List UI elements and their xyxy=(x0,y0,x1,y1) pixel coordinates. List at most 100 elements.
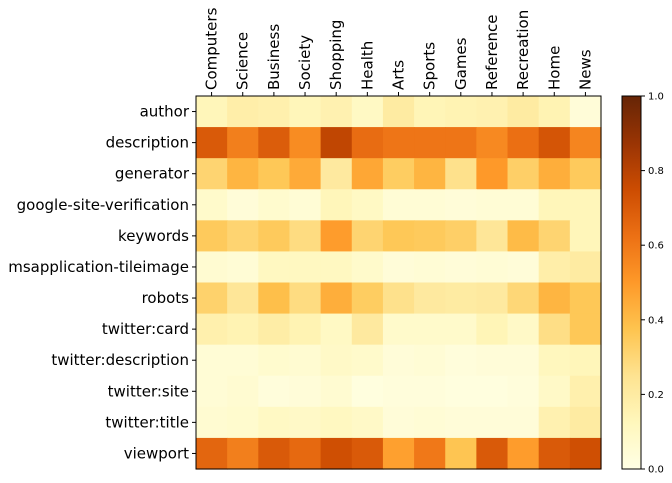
heatmap-cell xyxy=(351,437,384,470)
heatmap-cell xyxy=(414,127,446,159)
heatmap-cell xyxy=(445,344,477,377)
heatmap-cell xyxy=(258,158,291,190)
heatmap-cell xyxy=(196,344,228,377)
heatmap-cell xyxy=(258,189,291,221)
heatmap-cell xyxy=(289,96,322,128)
heatmap-cell xyxy=(445,96,477,128)
heatmap-cell xyxy=(538,189,571,221)
heatmap-cell xyxy=(227,220,259,253)
heatmap-cell xyxy=(476,282,509,315)
heatmap-cell xyxy=(445,375,477,408)
y-tick-label: description xyxy=(106,134,189,152)
heatmap-cell xyxy=(538,96,571,128)
x-tick-label: Arts xyxy=(390,60,408,90)
heatmap-cell xyxy=(414,96,446,128)
heatmap-cell xyxy=(382,437,415,470)
y-tick-label: google-site-verification xyxy=(17,196,189,214)
heatmap-cell xyxy=(227,313,259,346)
heatmap-cell xyxy=(507,313,540,346)
heatmap-cell xyxy=(507,127,540,159)
heatmap-cell xyxy=(414,406,446,439)
heatmap-cell xyxy=(320,406,353,439)
heatmap-cell xyxy=(476,313,509,346)
heatmap-cell xyxy=(320,251,353,284)
colorbar-gradient xyxy=(622,96,641,469)
y-tick-label: msapplication-tileimage xyxy=(8,258,189,276)
heatmap-cells xyxy=(196,96,602,470)
heatmap-cell xyxy=(351,220,384,253)
heatmap-cell xyxy=(414,158,446,190)
x-tick-label: Home xyxy=(545,46,563,90)
heatmap-cell xyxy=(382,406,415,439)
heatmap-cell xyxy=(382,96,415,128)
heatmap-cell xyxy=(320,158,353,190)
x-tick-label: Games xyxy=(452,37,470,90)
heatmap-cell xyxy=(414,375,446,408)
heatmap-cell xyxy=(538,313,571,346)
heatmap-cell xyxy=(351,406,384,439)
heatmap-cell xyxy=(227,96,259,128)
heatmap-cell xyxy=(538,251,571,284)
heatmap-cell xyxy=(320,437,353,470)
heatmap-cell xyxy=(382,375,415,408)
heatmap-cell xyxy=(507,282,540,315)
heatmap-cell xyxy=(476,127,509,159)
heatmap-cell xyxy=(538,406,571,439)
heatmap-cell xyxy=(227,189,259,221)
heatmap-cell xyxy=(382,344,415,377)
heatmap-cell xyxy=(445,437,477,470)
heatmap-cell xyxy=(414,189,446,221)
x-tick-label: Business xyxy=(265,24,283,90)
heatmap-cell xyxy=(320,282,353,315)
heatmap-cell xyxy=(351,344,384,377)
heatmap-cell xyxy=(289,406,322,439)
x-tick-label: Health xyxy=(358,41,376,90)
heatmap-cell xyxy=(196,127,228,159)
y-tick-label: generator xyxy=(115,165,190,183)
heatmap-cell xyxy=(351,313,384,346)
heatmap-cell xyxy=(507,96,540,128)
colorbar-tick-label: 0.8 xyxy=(648,166,664,177)
heatmap-cell xyxy=(569,220,602,253)
heatmap-cell xyxy=(476,158,509,190)
colorbar-tick-label: 0.2 xyxy=(648,390,664,401)
heatmap-cell xyxy=(538,375,571,408)
heatmap-cell xyxy=(227,158,259,190)
heatmap-cell xyxy=(289,375,322,408)
colorbar-tick-label: 0.4 xyxy=(648,315,664,326)
heatmap-cell xyxy=(507,220,540,253)
heatmap-cell xyxy=(258,282,291,315)
heatmap-cell xyxy=(538,158,571,190)
heatmap-cell xyxy=(320,189,353,221)
heatmap-cell xyxy=(227,251,259,284)
heatmap-cell xyxy=(507,189,540,221)
colorbar: 0.0 0.2 0.4 0.6 0.8 1.0 xyxy=(621,92,664,476)
heatmap-cell xyxy=(289,189,322,221)
heatmap-cell xyxy=(289,220,322,253)
x-tick-label: Computers xyxy=(203,7,221,90)
heatmap-cell xyxy=(258,406,291,439)
heatmap-cell xyxy=(258,344,291,377)
heatmap-cell xyxy=(382,189,415,221)
heatmap-cell xyxy=(569,189,602,221)
heatmap-cell xyxy=(476,437,509,470)
x-tick-labels: Computers Science Business Society Shopping H… xyxy=(203,7,594,96)
y-tick-label: twitter:card xyxy=(102,320,189,338)
heatmap-cell xyxy=(351,158,384,190)
heatmap-cell xyxy=(196,96,228,128)
heatmap-cell xyxy=(569,96,602,128)
y-tick-label: twitter:title xyxy=(105,413,189,431)
heatmap-cell xyxy=(476,220,509,253)
x-tick-label: News xyxy=(576,49,594,90)
heatmap-cell xyxy=(258,127,291,159)
heatmap-cell xyxy=(414,313,446,346)
heatmap-cell xyxy=(196,251,228,284)
heatmap-cell xyxy=(258,96,291,128)
heatmap-cell xyxy=(351,96,384,128)
heatmap-cell xyxy=(289,437,322,470)
heatmap-cell xyxy=(476,189,509,221)
colorbar-tick-label: 0.6 xyxy=(648,241,664,252)
heatmap-cell xyxy=(414,344,446,377)
heatmap-cell xyxy=(227,437,259,470)
